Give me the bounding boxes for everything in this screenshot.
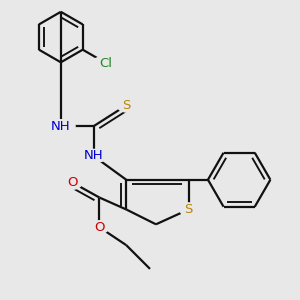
Ellipse shape xyxy=(46,120,75,133)
Text: O: O xyxy=(68,176,78,189)
Text: O: O xyxy=(94,221,105,234)
Ellipse shape xyxy=(92,56,120,70)
Ellipse shape xyxy=(79,149,108,163)
Text: Cl: Cl xyxy=(99,57,112,70)
Text: NH: NH xyxy=(84,149,103,162)
Ellipse shape xyxy=(180,203,198,216)
Ellipse shape xyxy=(64,176,82,189)
Text: S: S xyxy=(184,203,193,216)
Text: S: S xyxy=(122,99,130,112)
Text: NH: NH xyxy=(51,120,70,133)
Ellipse shape xyxy=(117,99,135,112)
Ellipse shape xyxy=(91,221,108,234)
